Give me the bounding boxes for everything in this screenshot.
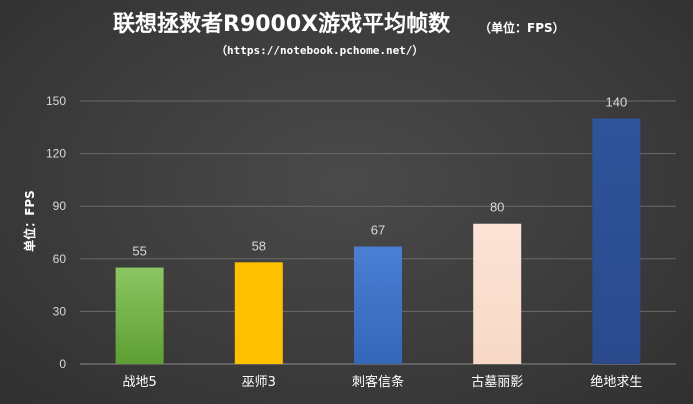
bar-4 [473, 223, 522, 364]
chart-title-unit: （单位：FPS） [479, 20, 565, 35]
data-label: 80 [490, 200, 504, 215]
bar-5 [592, 118, 641, 365]
category-label: 绝地求生 [590, 374, 642, 390]
y-tick-label: 90 [53, 199, 67, 213]
bar-3 [354, 246, 402, 364]
y-tick-labels: 0 30 60 90 120 150 [46, 94, 66, 371]
data-label: 67 [371, 223, 385, 238]
data-label: 140 [606, 95, 628, 110]
chart-title: 联想拯救者R9000X游戏平均帧数 [113, 11, 451, 37]
category-labels: 战地5 巫师3 刺客信条 古墓丽影 绝地求生 [122, 374, 642, 390]
y-tick-label: 30 [53, 304, 67, 318]
data-label: 55 [132, 244, 146, 259]
bar-2 [234, 262, 283, 364]
category-label: 刺客信条 [352, 374, 404, 390]
y-axis-label: 单位：FPS [22, 190, 37, 252]
data-labels: 55 58 67 80 140 [132, 95, 627, 259]
y-tick-label: 60 [53, 252, 67, 266]
data-label: 58 [252, 238, 266, 253]
bar-1 [115, 267, 164, 364]
category-label: 古墓丽影 [471, 375, 523, 390]
y-tick-label: 120 [46, 147, 66, 161]
chart-subtitle: （https://notebook.pchome.net/） [216, 44, 423, 57]
category-label: 巫师3 [242, 375, 276, 390]
category-label: 战地5 [122, 375, 156, 390]
bars [115, 118, 641, 365]
y-tick-label: 0 [59, 357, 66, 371]
y-tick-label: 150 [46, 94, 66, 108]
